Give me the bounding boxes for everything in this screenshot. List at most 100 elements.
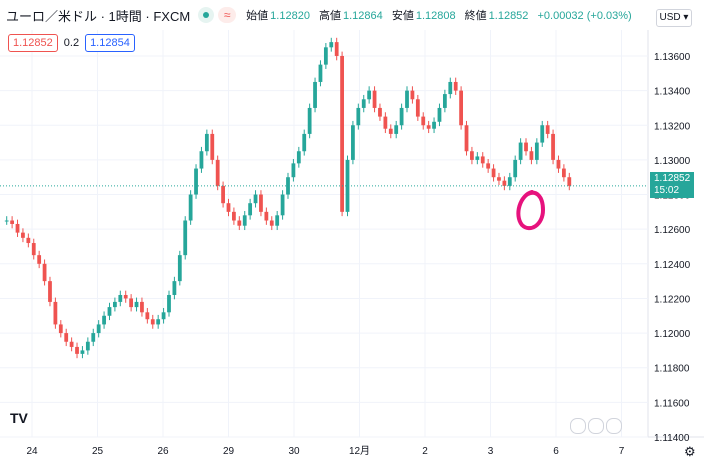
candle-body	[307, 107, 312, 134]
candle-body	[129, 298, 134, 308]
candle-body	[242, 215, 247, 226]
candle-body	[464, 125, 469, 152]
candle-body	[405, 90, 409, 108]
candle-body	[140, 301, 144, 313]
eu-flag-icon[interactable]	[570, 418, 586, 434]
market-status-icon	[198, 7, 215, 23]
candle-body	[210, 133, 215, 160]
candle-body	[118, 294, 123, 302]
candle-body	[75, 346, 79, 354]
y-tick-label: 1.13200	[654, 121, 691, 132]
close-value: 1.12852	[488, 10, 529, 22]
candle-body	[37, 255, 42, 264]
candle-body	[383, 116, 388, 129]
close-label: 終値	[464, 10, 487, 22]
candle-body	[399, 107, 404, 126]
low-label: 安値	[391, 10, 414, 22]
sell-price-button[interactable]: 1.12852	[8, 34, 58, 52]
candle-body	[351, 125, 355, 160]
buy-price-button[interactable]: 1.12854	[85, 34, 135, 52]
candle-body	[291, 163, 296, 178]
candle-body	[394, 125, 399, 134]
candle-body	[502, 180, 507, 186]
candle-body	[497, 177, 501, 181]
symbol-title[interactable]: ユーロ／米ドル · 1時間 · FXCM	[6, 8, 191, 24]
candle-body	[296, 151, 301, 164]
candle-body	[518, 142, 523, 160]
y-tick-label: 1.12200	[654, 294, 691, 305]
candle-body	[545, 125, 550, 134]
candle-body	[226, 203, 231, 212]
candle-body	[340, 55, 344, 212]
candle-body	[31, 243, 36, 256]
candle-body	[204, 133, 209, 152]
candle-body	[48, 281, 52, 302]
y-tick-label: 1.12400	[654, 260, 691, 271]
candle-body	[42, 263, 47, 282]
candle-body	[561, 168, 566, 178]
spread-value: 0.2	[63, 37, 80, 49]
candle-body	[378, 107, 382, 117]
candle-body	[415, 99, 420, 117]
candle-body	[269, 220, 274, 226]
currency-select[interactable]: USD ▾	[656, 9, 692, 27]
candle-body	[459, 90, 463, 126]
candle-body	[248, 203, 253, 216]
y-tick-label: 1.12000	[654, 329, 691, 340]
candle-body	[356, 107, 361, 126]
x-tick-label: 2	[422, 446, 428, 457]
candle-body	[524, 142, 528, 152]
y-tick-label: 1.12600	[654, 225, 691, 236]
candle-body	[167, 294, 171, 313]
candle-body	[10, 220, 15, 224]
candle-body	[215, 159, 220, 186]
candle-body	[367, 90, 372, 100]
candle-body	[145, 312, 150, 320]
candle-body	[280, 194, 285, 216]
candle-body	[69, 341, 74, 347]
candle-body	[58, 324, 63, 334]
y-tick-label: 1.11600	[654, 398, 690, 409]
candle-body	[372, 90, 377, 108]
candle-body	[421, 116, 426, 126]
x-tick-label: 7	[619, 446, 625, 457]
candle-body	[432, 121, 436, 129]
low-value: 1.12808	[415, 10, 456, 22]
candle-body	[161, 312, 166, 320]
candle-body	[556, 159, 561, 169]
candle-body	[102, 315, 106, 325]
candle-body	[410, 90, 415, 100]
candle-body	[529, 151, 534, 160]
candle-body	[275, 215, 280, 226]
x-tick-label: 6	[553, 446, 559, 457]
candle-body	[183, 220, 188, 256]
candle-body	[491, 168, 496, 178]
candle-body	[480, 156, 485, 164]
candle-body	[442, 94, 447, 108]
tradingview-logo[interactable]: TV	[10, 410, 28, 426]
x-tick-label: 29	[223, 446, 235, 457]
candle-body	[388, 128, 393, 134]
candle-body	[232, 211, 236, 221]
gear-icon[interactable]: ⚙	[684, 444, 696, 459]
current-price-tag: 1.12852 15:02	[650, 172, 694, 198]
candle-body	[156, 319, 161, 325]
trade-buttons: 1.12852 0.2 1.12854	[8, 34, 135, 52]
candle-body	[253, 194, 258, 204]
candle-body	[318, 64, 323, 82]
data-delay-badge[interactable]: ≈	[218, 7, 237, 23]
candle-body	[199, 151, 204, 169]
current-price-value: 1.12852	[654, 173, 691, 184]
candle-body	[345, 159, 350, 212]
candle-body	[64, 333, 69, 342]
candle-body	[453, 81, 458, 91]
eu-flag-icon-2[interactable]	[606, 418, 622, 434]
candle-body	[15, 223, 20, 233]
open-label: 始値	[246, 10, 269, 22]
candle-body	[448, 81, 453, 95]
high-value: 1.12864	[343, 10, 383, 22]
candle-body	[123, 294, 128, 299]
us-flag-icon[interactable]	[588, 418, 604, 434]
change-value: +0.00032 (+0.03%)	[537, 10, 632, 22]
